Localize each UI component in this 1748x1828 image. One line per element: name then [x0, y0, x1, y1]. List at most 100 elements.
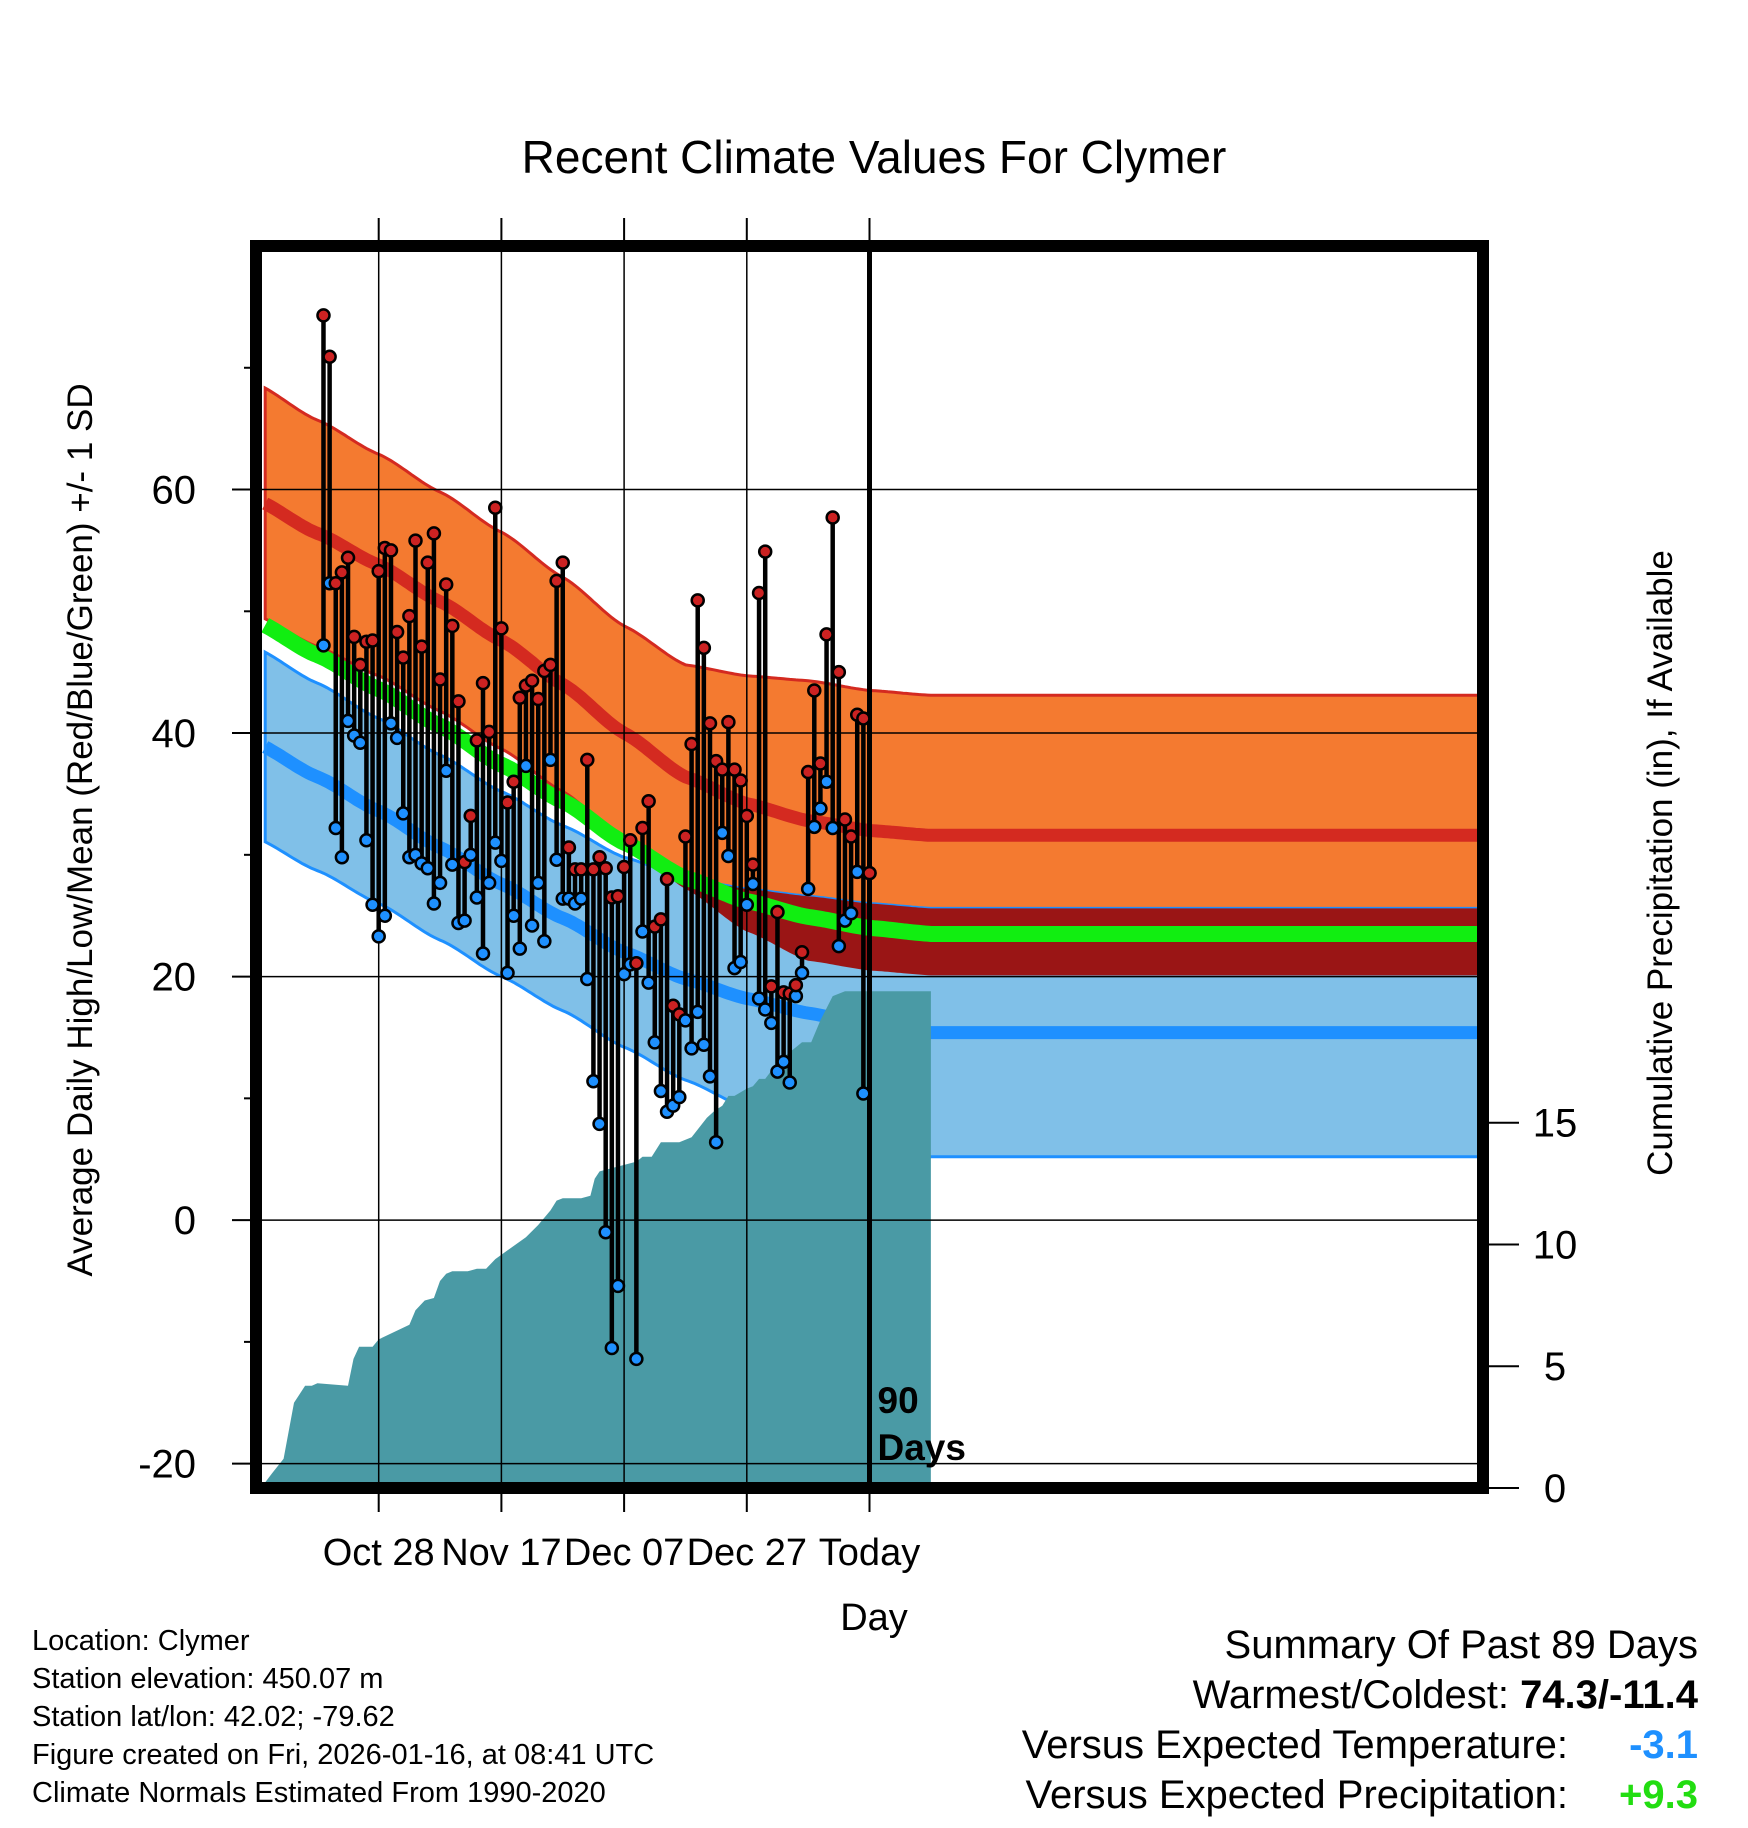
high-point	[494, 621, 509, 636]
high-point	[383, 543, 399, 558]
high-point	[684, 736, 699, 752]
low-point	[794, 965, 810, 981]
high-point	[770, 904, 785, 920]
low-point	[819, 774, 834, 790]
precip-area	[264, 991, 931, 1488]
low-point	[739, 897, 755, 912]
low-point	[733, 954, 748, 970]
low-point	[365, 897, 380, 912]
climate-normals-note: Climate Normals Estimated From 1990-2020	[32, 1777, 606, 1809]
high-point	[573, 862, 589, 877]
low-point	[334, 850, 350, 865]
normal-mean-line	[261, 618, 1483, 942]
y-axis-label: Average Daily High/Low/Mean (Red/Blue/Gr…	[61, 383, 100, 1276]
low-point	[530, 875, 546, 891]
high-point	[739, 808, 755, 824]
high-point	[481, 724, 497, 740]
high-point	[819, 627, 834, 642]
high-point	[641, 793, 656, 809]
y-tick-label: 0	[174, 1199, 196, 1243]
high-point	[506, 774, 521, 790]
high-point	[402, 608, 417, 624]
summary-panel: Summary Of Past 89 Days Warmest/Coldest:…	[1022, 1620, 1698, 1820]
low-point	[463, 847, 478, 863]
y2-tick-label: 5	[1544, 1345, 1566, 1389]
low-point	[849, 864, 865, 880]
high-point	[727, 762, 742, 777]
low-point	[702, 1069, 718, 1084]
temp-value: -3.1	[1629, 1723, 1698, 1767]
low-point	[445, 857, 460, 872]
high-point	[561, 840, 577, 855]
high-point	[635, 820, 650, 836]
high-point	[580, 752, 595, 768]
normal-high-line	[262, 497, 1483, 842]
high-point	[543, 657, 558, 673]
high-point	[432, 672, 448, 687]
high-point	[445, 618, 460, 634]
high-point	[592, 850, 607, 865]
low-point	[457, 913, 472, 928]
y2-tick-label: 0	[1544, 1467, 1566, 1511]
low-point	[524, 918, 540, 933]
high-point	[690, 593, 705, 608]
low-point	[438, 763, 454, 779]
warm-cold-value: 74.3/-11.4	[1520, 1673, 1698, 1717]
low-point	[800, 881, 816, 897]
high-point	[530, 691, 546, 707]
high-point	[659, 871, 675, 887]
high-point	[512, 690, 528, 705]
low-point	[494, 853, 509, 869]
days-count-label: 90	[878, 1380, 919, 1421]
high-point	[800, 764, 816, 780]
station-info: Location: Clymer Station elevation: 450.…	[32, 1622, 654, 1812]
high-point	[825, 510, 840, 525]
y-tick-label: 40	[152, 712, 197, 756]
x-axis-label: Day	[840, 1597, 908, 1639]
low-point	[672, 1089, 687, 1105]
x-tick-label: Nov 17	[441, 1532, 561, 1574]
precip-row: Versus Expected Precipitation: +9.3	[1022, 1770, 1698, 1820]
station-latlon: Station lat/lon: 42.02; -79.62	[32, 1701, 395, 1733]
low-point	[751, 991, 767, 1006]
high-point	[340, 550, 356, 565]
low-point	[420, 860, 436, 876]
high-point	[702, 716, 718, 731]
low-point	[500, 965, 515, 981]
high-point	[426, 526, 442, 541]
low-point	[475, 946, 491, 961]
low-point	[715, 825, 730, 841]
low-point	[328, 820, 344, 836]
low-point	[592, 1116, 607, 1132]
low-point	[745, 876, 761, 892]
low-point	[580, 971, 595, 987]
low-point	[782, 1075, 797, 1090]
low-point	[340, 713, 356, 729]
low-point	[432, 875, 448, 891]
figure-created: Figure created on Fri, 2026-01-16, at 08…	[32, 1739, 655, 1771]
low-point	[708, 1134, 724, 1150]
low-point	[825, 820, 840, 836]
low-point	[383, 716, 399, 731]
x-tick-label: Dec 07	[564, 1532, 684, 1574]
high-point	[549, 573, 564, 589]
y-tick-label: -20	[138, 1443, 196, 1487]
low-point	[573, 891, 589, 906]
high-point	[837, 812, 853, 827]
x-tick-label: Oct 28	[323, 1532, 435, 1574]
low-point	[359, 832, 374, 848]
low-point	[512, 941, 528, 956]
low-point	[647, 1035, 663, 1050]
days-unit-label: Days	[878, 1427, 966, 1468]
high-point	[488, 500, 503, 516]
low-point	[537, 934, 552, 949]
low-point	[813, 801, 828, 816]
low-point	[696, 1037, 712, 1053]
high-point	[862, 865, 877, 881]
high-point	[463, 808, 478, 824]
low-point	[856, 1086, 871, 1101]
high-point	[721, 714, 736, 730]
y-tick-label: 20	[152, 956, 197, 1000]
precip-value: +9.3	[1619, 1773, 1698, 1817]
high-point	[555, 555, 570, 570]
